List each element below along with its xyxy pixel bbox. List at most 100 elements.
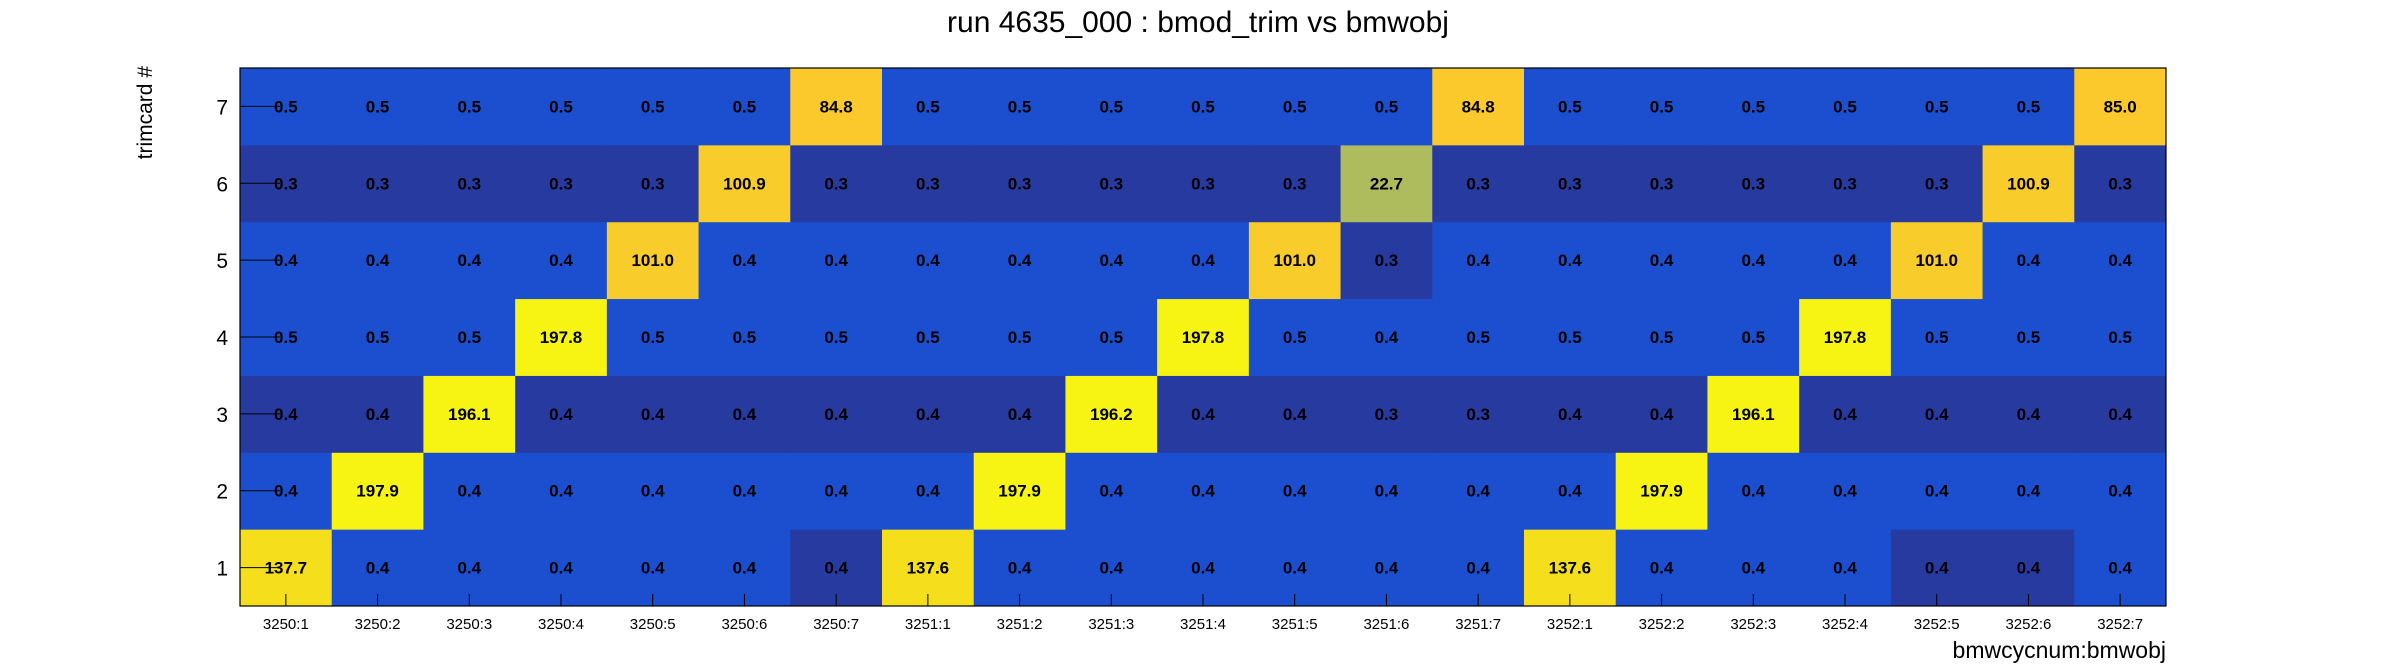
heatmap-cell xyxy=(1432,298,1525,376)
cell-value-label: 0.4 xyxy=(641,405,665,424)
heatmap-cell xyxy=(1432,529,1525,607)
heatmap-cell xyxy=(1524,68,1617,146)
cell-value-label: 0.4 xyxy=(1741,559,1765,578)
chart-title: run 4635_000 : bmod_trim vs bmwobj xyxy=(947,6,1449,39)
heatmap-cell xyxy=(606,375,700,453)
cell-value-label: 0.4 xyxy=(2017,251,2041,270)
cell-value-label: 0.5 xyxy=(1741,97,1765,116)
heatmap-cell xyxy=(1982,298,2075,376)
y-tick-label: 3 xyxy=(216,404,228,427)
cell-value-label: 0.4 xyxy=(2108,559,2132,578)
cell-value-label: 0.4 xyxy=(1191,251,1215,270)
x-tick-label: 3252:2 xyxy=(1639,616,1685,633)
cell-value-label: 0.3 xyxy=(1375,405,1399,424)
x-tick-label: 3252:5 xyxy=(1914,616,1960,633)
cell-value-label: 0.4 xyxy=(1099,482,1123,501)
heatmap-cell xyxy=(1615,144,1708,223)
x-tick-label: 3250:1 xyxy=(263,616,309,633)
heatmap-cell xyxy=(1799,68,1892,146)
heatmap-cell xyxy=(1065,375,1158,453)
cell-value-label: 0.3 xyxy=(1466,174,1490,193)
cell-value-label: 196.1 xyxy=(448,405,491,424)
x-tick-label: 3252:3 xyxy=(1730,616,1776,633)
heatmap-cell xyxy=(1799,375,1892,453)
cell-value-label: 0.4 xyxy=(2017,405,2041,424)
cell-value-label: 197.9 xyxy=(356,482,399,501)
cell-value-label: 0.5 xyxy=(641,328,665,347)
cell-value-label: 84.8 xyxy=(1462,97,1495,116)
heatmap-cell xyxy=(1707,221,1800,300)
y-tick-label: 5 xyxy=(216,250,228,273)
cell-value-label: 0.5 xyxy=(1191,97,1215,116)
heatmap-cell xyxy=(973,298,1066,376)
heatmap-cell xyxy=(606,529,700,607)
cell-value-label: 0.3 xyxy=(1925,174,1949,193)
heatmap-cell xyxy=(1615,221,1708,300)
cell-value-label: 101.0 xyxy=(631,251,674,270)
y-tick-label: 2 xyxy=(216,481,228,504)
heatmap-cell xyxy=(1340,221,1433,300)
heatmap-cell xyxy=(698,68,791,146)
cell-value-label: 0.4 xyxy=(733,405,757,424)
heatmap-cell xyxy=(1982,144,2075,223)
heatmap-cell xyxy=(1065,452,1158,530)
heatmap-cell xyxy=(423,452,516,530)
cell-value-label: 0.4 xyxy=(1741,482,1765,501)
heatmap-cell xyxy=(1982,375,2075,453)
heatmap-cell xyxy=(790,144,883,223)
cell-value-label: 100.9 xyxy=(723,174,766,193)
heatmap-cell xyxy=(1799,529,1892,607)
cell-value-label: 0.4 xyxy=(457,482,481,501)
cell-value-label: 0.4 xyxy=(366,559,390,578)
x-tick-label: 3250:3 xyxy=(446,616,492,633)
cell-value-label: 0.4 xyxy=(274,405,298,424)
cell-value-label: 0.4 xyxy=(1375,559,1399,578)
cell-value-label: 0.5 xyxy=(1650,328,1674,347)
x-tick-label: 3250:4 xyxy=(538,616,584,633)
y-tick-label: 1 xyxy=(216,558,228,581)
cell-value-label: 0.4 xyxy=(2108,482,2132,501)
cell-value-label: 0.4 xyxy=(641,482,665,501)
y-axis-label: trimcard # xyxy=(134,66,157,160)
heatmap-cell xyxy=(790,221,883,300)
cell-value-label: 197.8 xyxy=(1182,328,1225,347)
cell-value-label: 0.4 xyxy=(1191,405,1215,424)
cell-value-label: 0.4 xyxy=(1099,559,1123,578)
cell-value-label: 0.4 xyxy=(274,482,298,501)
heatmap-cell xyxy=(1982,529,2075,607)
heatmap-cell xyxy=(1707,529,1800,607)
heatmap-cell xyxy=(882,529,975,607)
heatmap-cell xyxy=(331,221,424,300)
heatmap-cell xyxy=(790,68,883,146)
cell-value-label: 0.4 xyxy=(733,251,757,270)
heatmap-cell xyxy=(2074,452,2167,530)
heatmap-cell xyxy=(790,375,883,453)
heatmap-cell xyxy=(606,68,700,146)
heatmap-cell xyxy=(1707,375,1800,453)
cell-value-label: 0.4 xyxy=(274,251,298,270)
cell-value-label: 0.5 xyxy=(2108,328,2132,347)
cell-value-label: 0.4 xyxy=(1558,251,1582,270)
cell-value-label: 0.3 xyxy=(1283,174,1307,193)
cell-value-label: 84.8 xyxy=(820,97,853,116)
cell-value-label: 197.9 xyxy=(1640,482,1683,501)
cell-value-label: 0.4 xyxy=(1283,559,1307,578)
cell-value-label: 0.3 xyxy=(457,174,481,193)
cell-value-label: 0.4 xyxy=(1008,251,1032,270)
heatmap-cell xyxy=(882,375,975,453)
cell-value-label: 0.4 xyxy=(1283,405,1307,424)
cell-value-label: 0.4 xyxy=(549,405,573,424)
heatmap-cell xyxy=(1524,529,1617,607)
cell-value-label: 0.4 xyxy=(1466,251,1490,270)
heatmap-cell xyxy=(1615,68,1708,146)
cell-value-label: 0.3 xyxy=(1099,174,1123,193)
cell-value-label: 0.5 xyxy=(1283,328,1307,347)
heatmap-cell xyxy=(1890,68,1984,146)
cell-value-label: 0.4 xyxy=(824,482,848,501)
x-tick-label: 3251:4 xyxy=(1180,616,1226,633)
heatmap-cell xyxy=(698,144,791,223)
cell-value-label: 0.4 xyxy=(2108,251,2132,270)
heatmap-cell xyxy=(1432,452,1525,530)
heatmap-cell xyxy=(606,298,700,376)
heatmap-cell-labels: 137.7 0.4 0.4 0.4 0.4 0.4 0.4 137.6 0.4 0.4 0.4 0.4… xyxy=(265,97,2137,577)
